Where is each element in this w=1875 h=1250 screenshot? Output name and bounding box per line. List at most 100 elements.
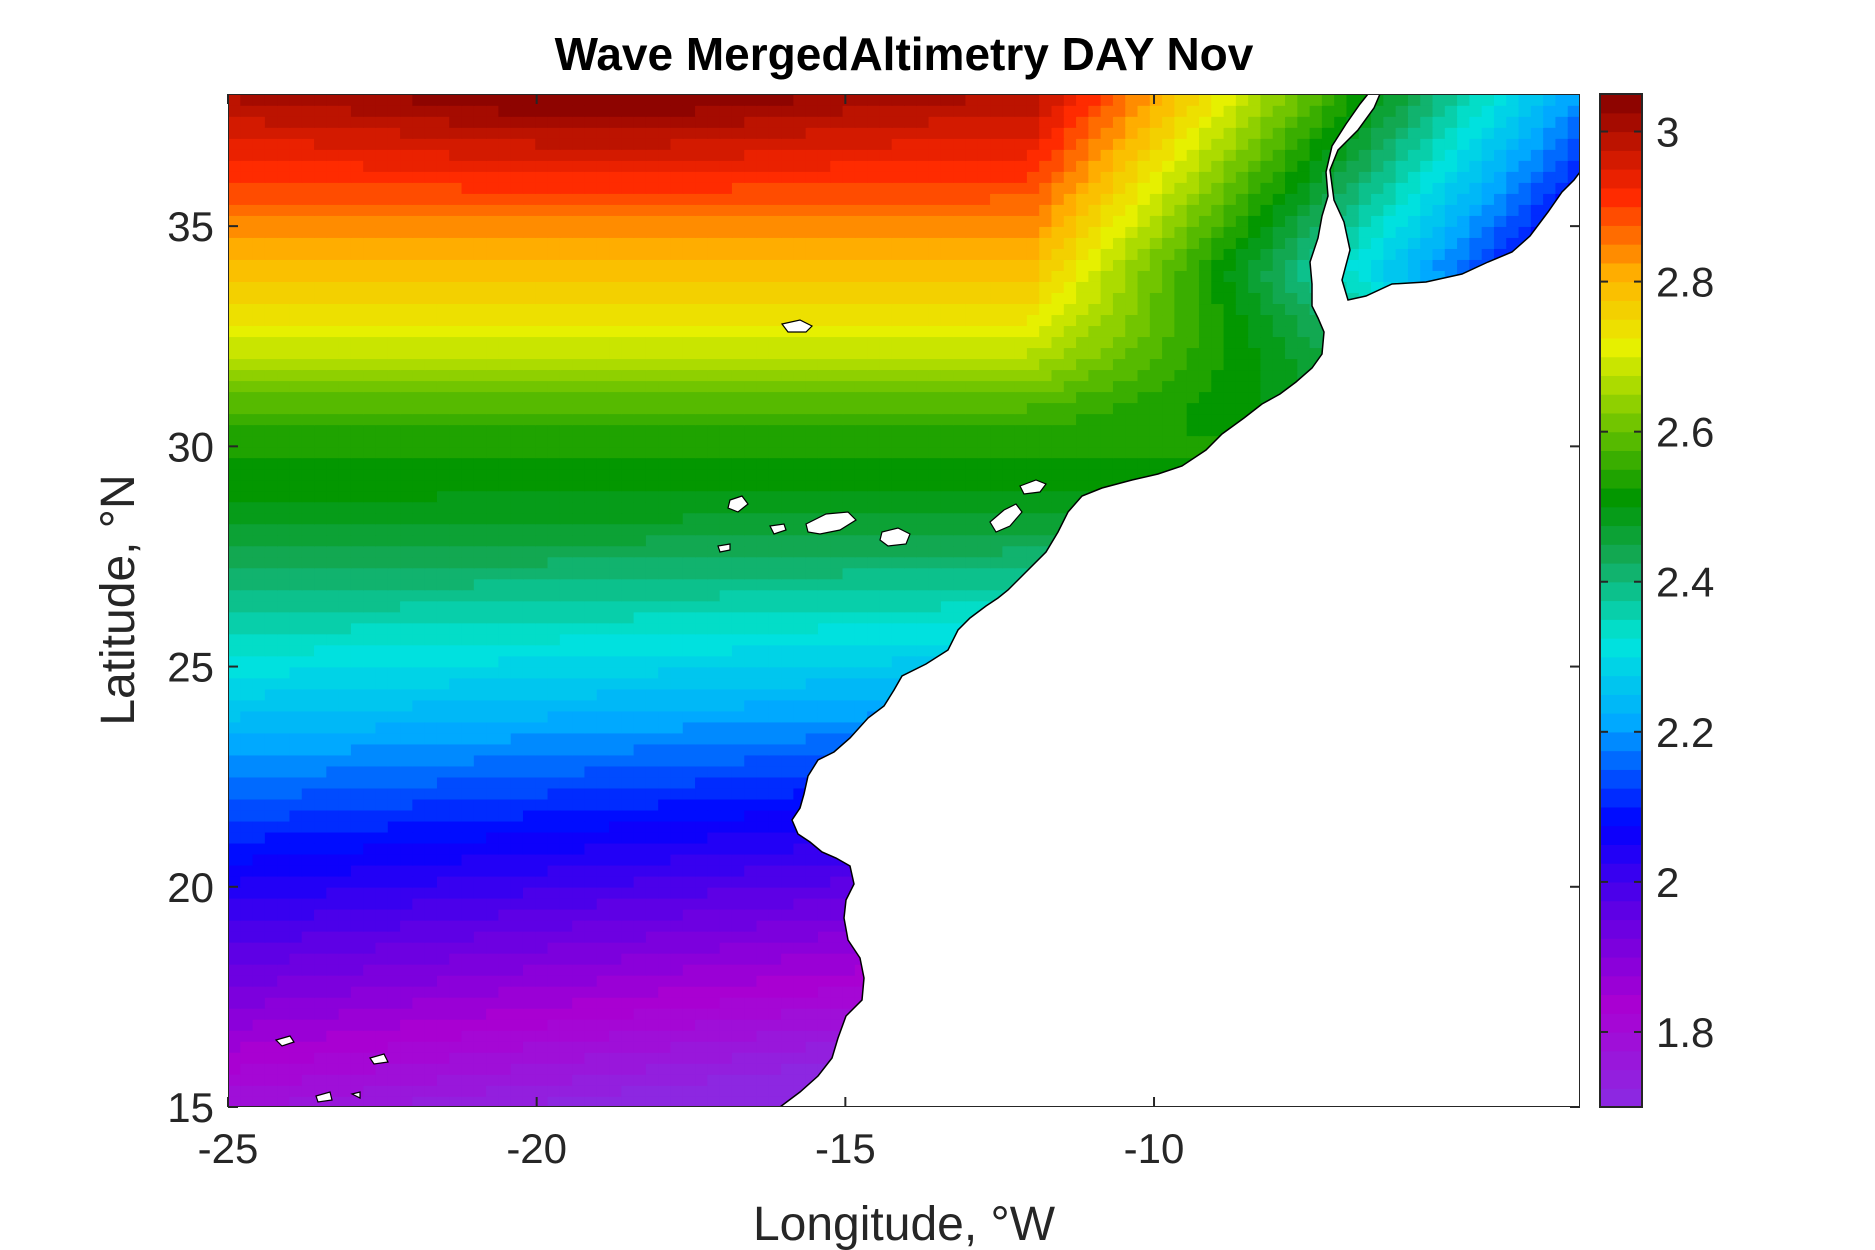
- field-cell: [621, 952, 635, 965]
- field-cell: [326, 754, 340, 767]
- field-cell: [522, 699, 537, 712]
- field-cell: [744, 963, 758, 976]
- field-cell: [707, 919, 721, 932]
- field-cell: [535, 864, 549, 877]
- field-cell: [510, 798, 524, 811]
- field-cell: [781, 611, 795, 624]
- field-cell: [670, 908, 684, 921]
- field-cell: [572, 1040, 586, 1053]
- field-cell: [240, 809, 254, 822]
- field-cell: [719, 886, 733, 899]
- field-cell: [387, 688, 401, 701]
- field-cell: [768, 611, 782, 624]
- field-cell: [658, 776, 672, 789]
- field-cell: [756, 765, 770, 778]
- field-cell: [731, 897, 746, 910]
- field-cell: [387, 842, 401, 855]
- field-cell: [719, 908, 733, 921]
- field-cell: [486, 1018, 500, 1031]
- field-cell: [670, 853, 684, 866]
- field-cell: [744, 842, 758, 855]
- field-cell: [768, 1007, 782, 1020]
- field-cell: [412, 941, 426, 954]
- field-cell: [375, 875, 389, 888]
- field-cell: [572, 765, 586, 778]
- field-cell: [547, 842, 561, 855]
- field-cell: [387, 897, 401, 910]
- field-cell: [338, 886, 352, 899]
- field-cell: [756, 853, 770, 866]
- field-cell: [731, 677, 746, 690]
- field-cell: [658, 644, 672, 657]
- field-cell: [289, 677, 303, 690]
- field-cell: [707, 831, 721, 844]
- field-cell: [449, 611, 463, 624]
- field-cell: [609, 974, 623, 987]
- field-cell: [695, 677, 709, 690]
- field-cell: [301, 831, 315, 844]
- field-cell: [252, 1051, 266, 1064]
- field-cell: [584, 1062, 598, 1075]
- field-cell: [658, 831, 672, 844]
- field-cell: [412, 1018, 426, 1031]
- field-cell: [252, 765, 266, 778]
- field-cell: [510, 963, 524, 976]
- field-cell: [793, 1007, 807, 1020]
- field-cell: [768, 985, 782, 998]
- field-cell: [326, 941, 340, 954]
- field-cell: [953, 611, 967, 624]
- field-cell: [326, 644, 340, 657]
- field-cell: [940, 622, 954, 635]
- field-cell: [400, 1062, 414, 1075]
- field-cell: [645, 996, 659, 1009]
- field-cell: [264, 831, 278, 844]
- field-cell: [535, 699, 549, 712]
- field-cell: [264, 1040, 278, 1053]
- field-cell: [707, 611, 721, 624]
- field-cell: [301, 754, 315, 767]
- field-cell: [400, 974, 414, 987]
- field-cell: [535, 721, 549, 734]
- field-cell: [510, 1040, 524, 1053]
- field-cell: [805, 853, 819, 866]
- field-cell: [449, 875, 463, 888]
- field-cell: [522, 787, 537, 800]
- field-cell: [486, 886, 500, 899]
- field-cell: [424, 1084, 438, 1097]
- field-cell: [805, 1040, 819, 1053]
- field-cell: [719, 930, 733, 943]
- field-cell: [301, 1073, 315, 1086]
- field-cell: [486, 732, 500, 745]
- field-cell: [768, 820, 782, 833]
- field-cell: [744, 1084, 758, 1097]
- field-cell: [314, 820, 328, 833]
- field-cell: [338, 776, 352, 789]
- field-cell: [387, 622, 401, 635]
- field-cell: [781, 776, 795, 789]
- field-cell: [621, 1062, 635, 1075]
- field-cell: [326, 908, 340, 921]
- field-cell: [645, 963, 659, 976]
- field-cell: [400, 996, 414, 1009]
- field-cell: [682, 996, 696, 1009]
- field-cell: [867, 655, 881, 668]
- field-cell: [350, 798, 364, 811]
- field-cell: [522, 842, 537, 855]
- field-cell: [830, 1018, 844, 1031]
- field-cell: [412, 831, 426, 844]
- field-cell: [498, 853, 512, 866]
- field-cell: [756, 611, 770, 624]
- field-cell: [522, 985, 537, 998]
- field-cell: [449, 776, 463, 789]
- field-cell: [633, 1040, 647, 1053]
- field-cell: [522, 864, 537, 877]
- field-cell: [264, 985, 278, 998]
- field-cell: [695, 996, 709, 1009]
- field-cell: [473, 908, 487, 921]
- field-cell: [400, 754, 414, 767]
- field-cell: [289, 622, 303, 635]
- field-cell: [424, 1040, 438, 1053]
- field-cell: [744, 666, 758, 679]
- field-cell: [350, 677, 364, 690]
- field-cell: [375, 864, 389, 877]
